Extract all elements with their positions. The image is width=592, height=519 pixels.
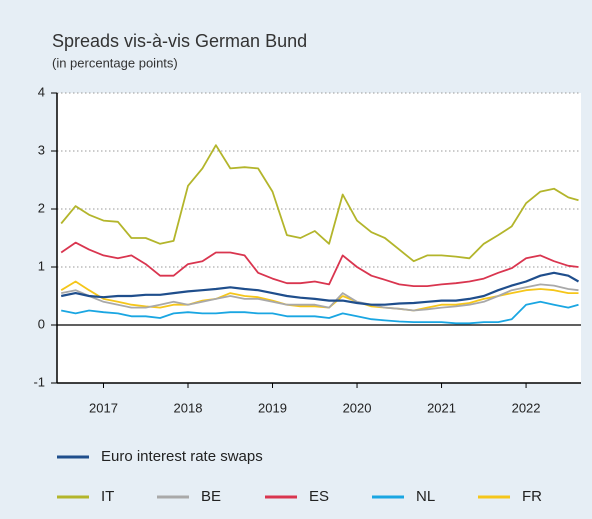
- x-tick-label: 2018: [174, 400, 203, 415]
- legend-label: IT: [101, 488, 114, 505]
- series-line: [60, 271, 580, 306]
- x-tick-label: 2021: [427, 400, 456, 415]
- chart-subtitle: (in percentage points): [52, 55, 178, 70]
- y-tick-label: 3: [38, 142, 45, 157]
- legend-label: NL: [416, 488, 435, 505]
- series-line: [61, 283, 579, 312]
- legend-label: BE: [201, 488, 221, 505]
- x-tick-label: 2020: [343, 400, 372, 415]
- series-line: [61, 300, 579, 325]
- legend-label: FR: [522, 488, 542, 505]
- y-tick-label: 1: [38, 258, 45, 273]
- y-tick-label: 2: [38, 200, 45, 215]
- series-line: [60, 241, 579, 287]
- x-tick-label: 2019: [258, 400, 287, 415]
- x-tick-label: 2017: [89, 400, 118, 415]
- x-tick-label: 2022: [512, 400, 541, 415]
- series-line: [60, 144, 579, 263]
- y-tick-label: 4: [38, 84, 45, 99]
- chart-title: Spreads vis-à-vis German Bund: [52, 31, 307, 51]
- y-tick-label: -1: [33, 374, 45, 389]
- legend-label: Euro interest rate swaps: [101, 448, 263, 465]
- y-tick-label: 0: [38, 316, 45, 331]
- legend-label: ES: [309, 488, 329, 505]
